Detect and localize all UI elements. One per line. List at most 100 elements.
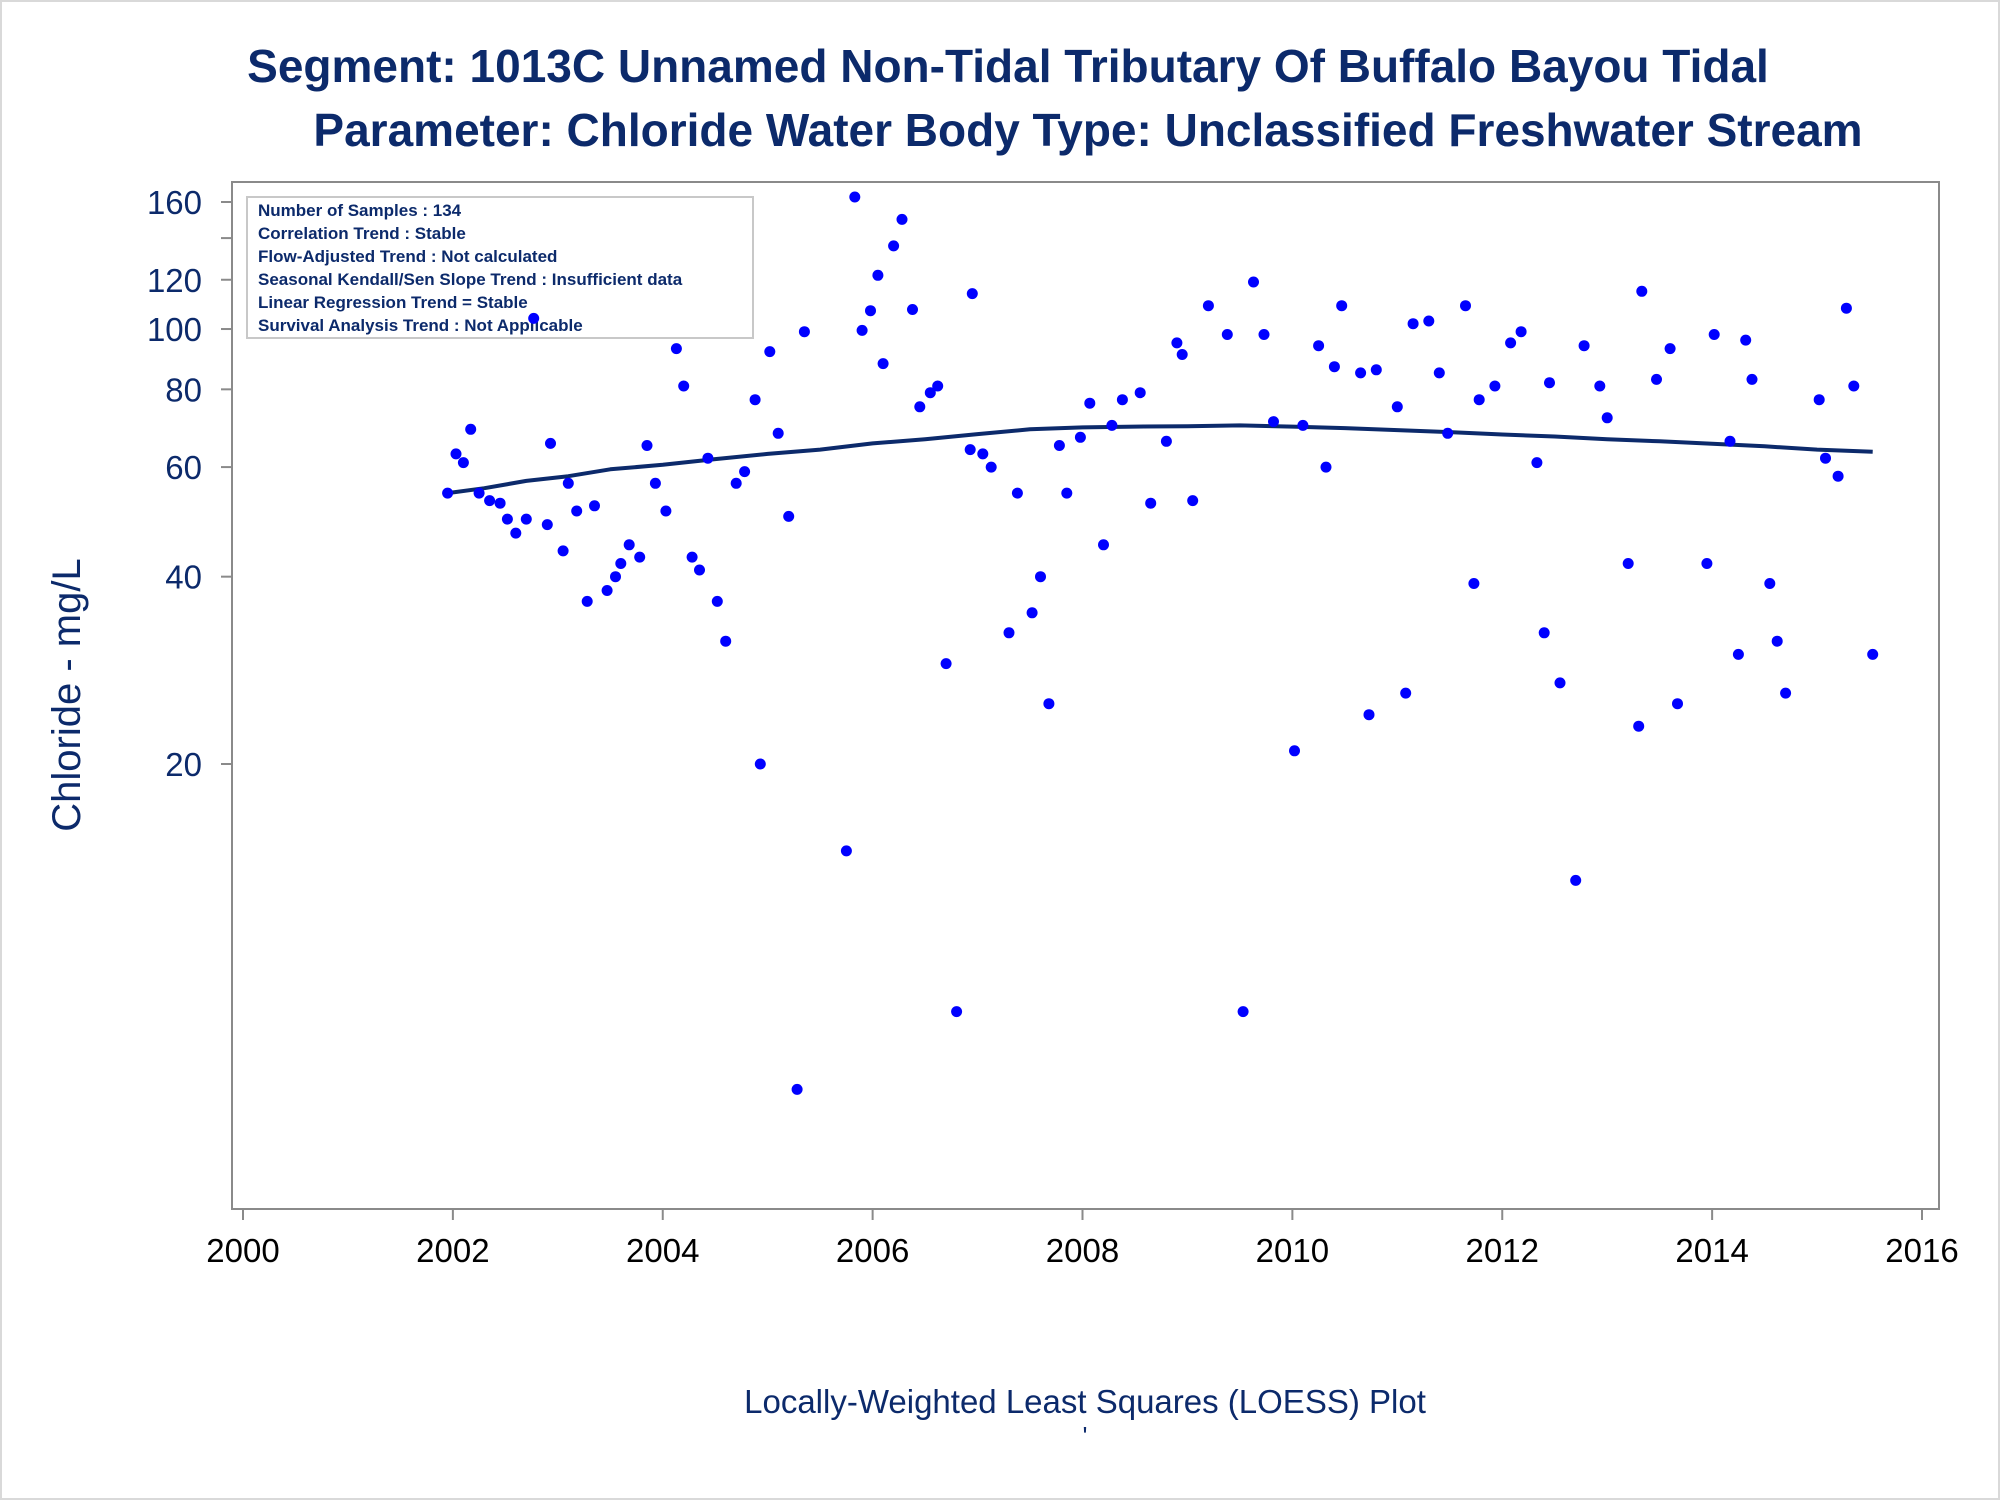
y-axis-label: Chloride - mg/L: [45, 558, 89, 831]
data-point: [1313, 340, 1325, 352]
data-point: [484, 495, 496, 507]
stats-line: Flow-Adjusted Trend : Not calculated: [258, 247, 557, 266]
data-point: [783, 510, 795, 522]
data-point: [1258, 329, 1270, 340]
data-point: [932, 380, 944, 392]
data-point: [1708, 329, 1720, 340]
data-point: [694, 564, 705, 576]
data-point: [1248, 276, 1259, 288]
data-point: [1848, 380, 1860, 392]
x-tick-label: 2010: [1256, 1232, 1329, 1269]
data-point: [1061, 487, 1073, 499]
data-point: [1011, 487, 1023, 499]
data-point: [1035, 571, 1046, 583]
data-point: [1515, 326, 1527, 338]
data-point: [545, 437, 556, 449]
data-point: [966, 288, 978, 300]
data-point: [510, 527, 522, 539]
y-tick-label: 40: [165, 559, 202, 596]
data-point: [1813, 394, 1825, 406]
x-tick-label: 2014: [1675, 1232, 1748, 1269]
data-point: [670, 343, 682, 355]
data-point: [465, 423, 477, 435]
data-point: [1423, 315, 1435, 327]
x-tick-label: 2002: [416, 1232, 489, 1269]
data-point: [1297, 419, 1309, 431]
data-point: [1442, 427, 1454, 439]
data-point: [571, 505, 583, 517]
data-point: [520, 513, 532, 525]
data-point: [940, 658, 952, 670]
data-point: [865, 305, 876, 317]
data-point: [1237, 1006, 1249, 1018]
data-point: [907, 304, 918, 315]
x-axis-label: Locally-Weighted Least Squares (LOESS) P…: [744, 1383, 1426, 1420]
data-point: [702, 452, 714, 464]
data-point: [1554, 677, 1566, 689]
data-point: [964, 444, 976, 456]
data-point: [1594, 380, 1606, 392]
data-point: [1780, 687, 1792, 699]
data-point: [985, 461, 997, 473]
data-point: [1724, 435, 1736, 447]
data-point: [541, 519, 553, 531]
data-point: [1531, 457, 1543, 469]
data-point: [896, 213, 908, 225]
data-point: [1176, 349, 1188, 360]
x-tick-label: 2012: [1466, 1232, 1539, 1269]
data-point: [1221, 329, 1233, 340]
data-point: [1106, 419, 1118, 431]
data-point: [1672, 698, 1683, 710]
data-point: [951, 1006, 963, 1018]
data-point: [711, 595, 723, 607]
data-point: [914, 401, 926, 413]
data-point: [610, 571, 621, 583]
y-tick-label: 20: [165, 746, 202, 783]
data-point: [1171, 337, 1183, 349]
data-point: [791, 1083, 803, 1095]
y-tick-label: 80: [165, 371, 202, 408]
data-point: [1084, 397, 1096, 409]
stats-line: Survival Analysis Trend : Not Applicable: [258, 316, 583, 335]
data-point: [649, 477, 661, 489]
data-point: [856, 324, 868, 336]
data-point: [1570, 874, 1582, 886]
data-point: [1134, 387, 1146, 399]
x-axis: 2000 2002 2004 2006 2008 2010 2012 2014 2016: [206, 1209, 1959, 1269]
data-point: [1098, 539, 1109, 551]
x-tick-label: 2004: [626, 1232, 699, 1269]
data-point: [1651, 373, 1662, 385]
data-point: [764, 346, 776, 358]
data-point: [1053, 440, 1065, 451]
x-tick-label: 2008: [1046, 1232, 1119, 1269]
data-point: [720, 635, 732, 647]
data-point: [872, 269, 884, 281]
data-point: [1289, 745, 1300, 757]
data-point: [1370, 364, 1382, 376]
data-point: [1363, 709, 1375, 721]
data-point: [924, 387, 936, 399]
data-point: [1202, 300, 1214, 312]
data-point: [457, 457, 469, 469]
data-point: [623, 539, 635, 551]
data-point: [1460, 300, 1471, 312]
data-point: [754, 758, 766, 770]
y-tick-label: 120: [147, 262, 202, 299]
data-point: [1003, 627, 1015, 639]
chart-subtitle: Parameter: Chloride Water Body Type: Unc…: [313, 104, 1862, 156]
data-point: [1544, 377, 1555, 389]
data-point: [1601, 412, 1613, 424]
data-point: [1468, 578, 1480, 589]
x-tick-label: 2000: [206, 1232, 279, 1269]
y-tick-label: 60: [165, 449, 202, 486]
data-point: [528, 312, 540, 324]
data-point: [840, 845, 852, 857]
data-point: [660, 505, 672, 517]
data-point: [562, 477, 574, 489]
data-point: [1400, 687, 1412, 699]
data-point: [798, 326, 810, 338]
footnote: ': [1083, 1421, 1088, 1451]
data-point: [1116, 394, 1128, 406]
data-point: [1732, 648, 1744, 660]
